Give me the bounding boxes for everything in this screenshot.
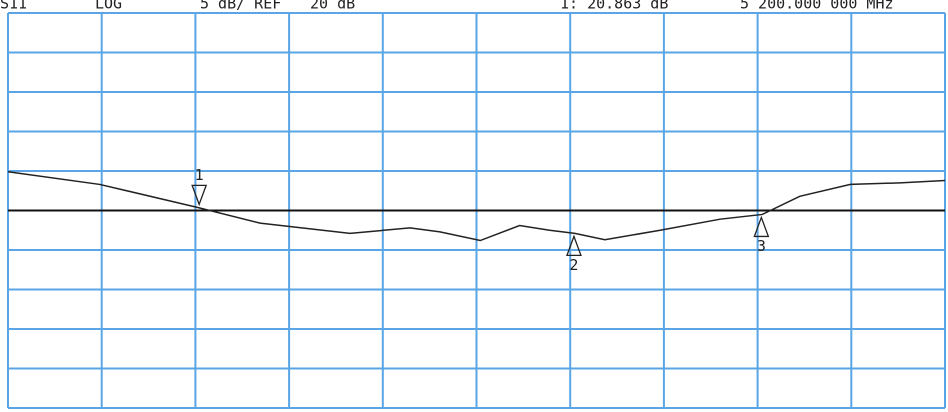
trace xyxy=(7,171,946,242)
marker-label: 3 xyxy=(757,237,766,255)
marker-label: 2 xyxy=(569,256,578,274)
header-text: LOG xyxy=(95,0,122,13)
marker xyxy=(191,184,208,207)
header-text: S11 xyxy=(0,0,27,13)
header-text: 1: 20.863 dB xyxy=(560,0,668,13)
header-text: 20 dB xyxy=(310,0,355,13)
header-text: 5 200.000 000 MHz xyxy=(740,0,894,13)
marker xyxy=(566,234,582,257)
header-text: 5 dB/ REF xyxy=(200,0,281,13)
marker-label: 1 xyxy=(195,166,204,184)
marker xyxy=(753,215,770,238)
